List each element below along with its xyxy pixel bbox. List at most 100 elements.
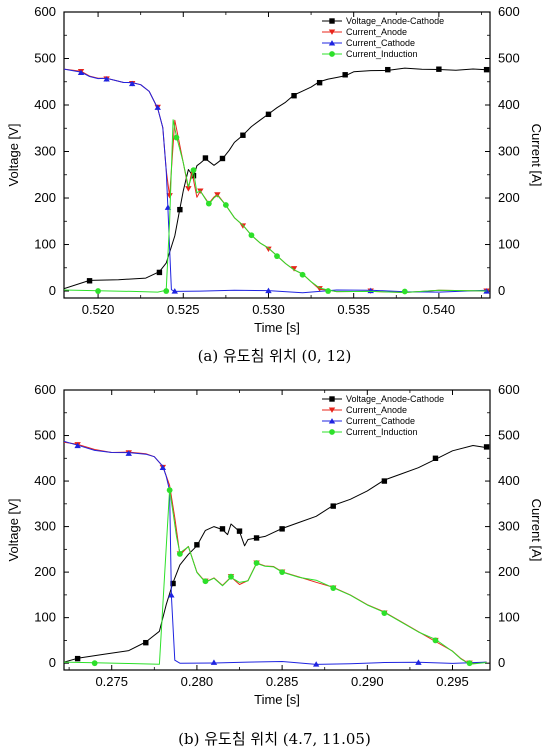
data-point-voltage-anode-cathode	[265, 111, 272, 118]
legend-label: Current_Anode	[346, 405, 407, 415]
x-tick-label: 0.530	[252, 302, 285, 317]
data-point-voltage-anode-cathode	[291, 93, 297, 99]
data-point-current-induction	[279, 569, 286, 576]
data-point-voltage-anode-cathode	[330, 503, 336, 509]
y2-tick-label-right: 300	[498, 144, 520, 159]
x-tick-label: 0.540	[423, 302, 456, 317]
y-tick-label-left: 500	[34, 51, 56, 66]
data-point-current-induction	[466, 660, 473, 667]
chart-b: 0 0 100 100 200 200 300 300 400 400 500 500 600 600 0.…	[6, 382, 544, 707]
data-point-current-induction	[95, 288, 101, 294]
legend-label: Current_Induction	[346, 49, 418, 59]
chart-a: 0 0 100 100 200 200 300 300 400 400 500 500 600 600 0.…	[6, 4, 544, 335]
data-point-voltage-anode-cathode	[240, 132, 246, 138]
data-point-current-anode	[166, 193, 173, 199]
data-point-voltage-anode-cathode	[436, 66, 442, 72]
y-tick-label-left: 400	[34, 473, 56, 488]
legend-marker	[328, 418, 336, 424]
data-point-current-induction	[163, 288, 170, 294]
series-line-voltage-anode-cathode	[64, 67, 487, 290]
data-point-voltage-anode-cathode	[194, 542, 200, 548]
legend-label: Voltage_Anode-Cathode	[346, 394, 444, 404]
data-point-current-induction	[274, 253, 280, 260]
data-point-current-anode	[316, 286, 323, 292]
y-tick-label-left: 400	[34, 97, 56, 112]
caption-b: (b) 유도침 위치 (4.7, 11.05)	[178, 730, 371, 748]
y2-tick-label-right: 400	[498, 97, 520, 112]
data-point-voltage-anode-cathode	[74, 655, 81, 662]
series-line-current-induction	[64, 489, 487, 665]
data-point-current-induction	[401, 288, 408, 295]
data-point-current-induction	[166, 487, 173, 494]
data-point-voltage-anode-cathode	[253, 535, 260, 541]
y-tick-label-left: 600	[34, 382, 56, 397]
data-point-voltage-anode-cathode	[86, 278, 93, 284]
data-point-current-cathode	[128, 80, 136, 87]
caption-a: (a) 유도침 위치 (0, 12)	[197, 347, 352, 365]
y2-tick-label-right: 100	[498, 237, 520, 252]
data-point-voltage-anode-cathode	[170, 580, 176, 587]
y2-tick-label-right: 500	[498, 51, 520, 66]
data-point-current-cathode	[103, 76, 110, 82]
data-point-voltage-anode-cathode	[432, 455, 439, 461]
y2-tick-label-right: 200	[498, 190, 520, 205]
data-point-voltage-anode-cathode	[202, 155, 209, 161]
plot-frame	[63, 389, 491, 671]
data-point-voltage-anode-cathode	[156, 269, 163, 276]
data-point-current-induction	[325, 288, 332, 294]
data-point-current-induction	[299, 271, 306, 278]
y2-tick-label-right: 600	[498, 382, 520, 397]
x-axis-label: Time [s]	[254, 320, 300, 335]
data-point-current-induction	[228, 573, 234, 580]
x-tick-label: 0.285	[266, 674, 299, 689]
plot-area	[64, 66, 490, 295]
data-point-current-induction	[190, 167, 197, 174]
plot-frame	[63, 11, 491, 299]
data-point-current-cathode	[159, 464, 167, 470]
data-point-current-cathode	[154, 104, 161, 110]
y2-tick-label-right: 500	[498, 428, 520, 443]
y2-tick-label-right: 200	[498, 564, 520, 579]
data-point-current-cathode	[210, 659, 218, 665]
series-line-current-cathode	[64, 68, 487, 294]
data-point-current-induction	[202, 578, 209, 585]
x-axis-label: Time [s]	[254, 692, 300, 707]
y2-tick-label-right: 100	[498, 610, 520, 625]
data-point-current-induction	[173, 134, 180, 141]
data-point-voltage-anode-cathode	[279, 526, 285, 532]
legend-marker	[329, 429, 335, 435]
data-point-current-induction	[432, 637, 439, 644]
data-point-current-anode	[265, 246, 272, 253]
y2-tick-label-right: 300	[498, 519, 520, 534]
data-point-current-cathode	[77, 69, 85, 76]
data-point-current-induction	[91, 660, 98, 667]
data-point-voltage-anode-cathode	[190, 172, 197, 179]
legend-marker	[329, 396, 335, 402]
x-tick-label: 0.280	[181, 674, 214, 689]
y-tick-label-left: 300	[34, 144, 56, 159]
y2-tick-label-right: 400	[498, 473, 520, 488]
legend-label: Current_Cathode	[346, 38, 415, 48]
x-tick-label: 0.520	[82, 302, 115, 317]
data-point-current-induction	[176, 551, 183, 557]
data-point-current-cathode	[312, 661, 320, 667]
y-tick-label-left: 500	[34, 428, 56, 443]
x-tick-label: 0.535	[337, 302, 370, 317]
data-point-voltage-anode-cathode	[219, 155, 226, 162]
y-tick-label-left: 200	[34, 190, 56, 205]
data-point-voltage-anode-cathode	[177, 206, 183, 213]
legend-label: Current_Anode	[346, 27, 407, 37]
y-tick-label-left: 100	[34, 610, 56, 625]
x-tick-label: 0.295	[436, 674, 469, 689]
data-point-current-induction	[222, 202, 229, 208]
y-axis-label: Voltage [V]	[6, 499, 21, 562]
data-point-voltage-anode-cathode	[143, 639, 149, 646]
y-tick-label-left: 300	[34, 519, 56, 534]
legend-marker	[329, 51, 335, 57]
data-point-voltage-anode-cathode	[381, 478, 388, 484]
data-point-current-anode	[185, 186, 192, 192]
series-line-current-cathode	[64, 440, 487, 665]
data-point-current-cathode	[74, 442, 81, 449]
y-axis-label: Voltage [V]	[6, 124, 21, 187]
legend-marker	[328, 40, 336, 46]
